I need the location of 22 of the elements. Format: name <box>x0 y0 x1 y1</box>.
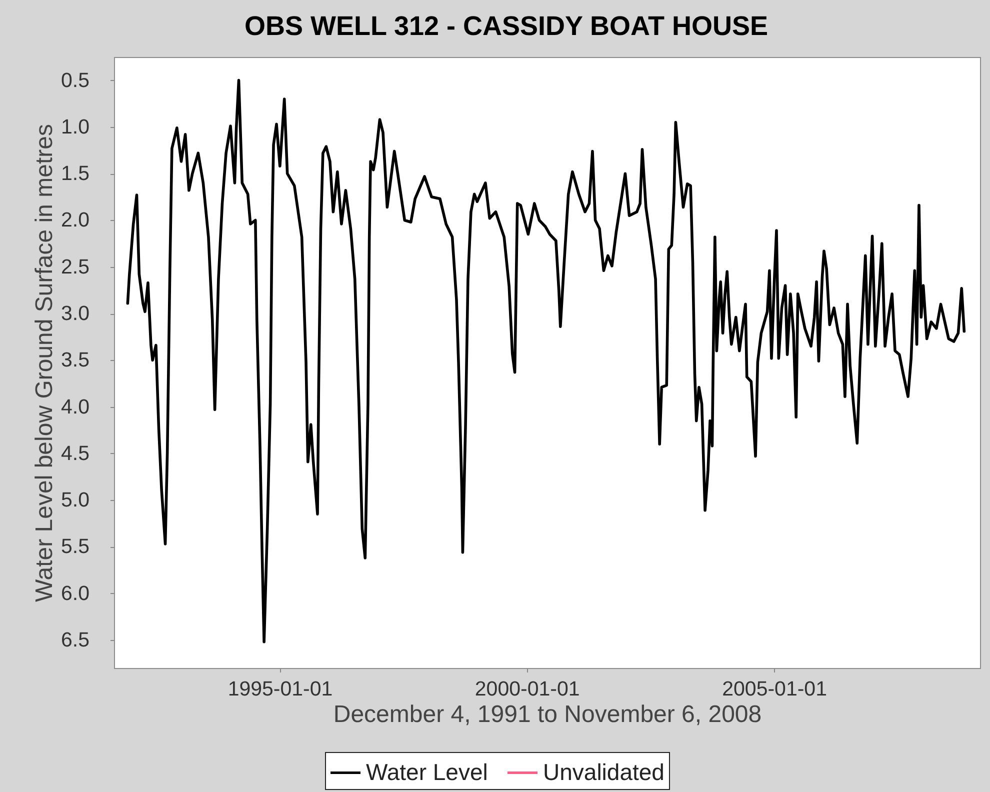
x-tick-label: 1995-01-01 <box>228 678 333 700</box>
y-tick-label: 1.5 <box>61 162 90 186</box>
y-tick-label: 2.0 <box>61 208 90 232</box>
y-tick-label: 4.5 <box>61 442 90 465</box>
legend-label: Water Level <box>366 758 488 785</box>
y-axis-title: Water Level below Ground Surface in metres <box>31 124 58 602</box>
y-tick-label: 6.0 <box>61 582 90 605</box>
chart-title: OBS WELL 312 - CASSIDY BOAT HOUSE <box>244 11 768 41</box>
y-tick-label: 3.5 <box>61 348 90 372</box>
y-tick-label: 5.0 <box>61 488 90 512</box>
y-tick-label: 1.0 <box>61 115 90 138</box>
y-tick-label: 0.5 <box>61 68 90 92</box>
y-tick-label: 2.5 <box>61 255 90 278</box>
x-axis-title: December 4, 1991 to November 6, 2008 <box>333 701 762 728</box>
y-tick-label: 6.5 <box>61 628 90 652</box>
y-tick-label: 4.0 <box>61 395 90 418</box>
x-tick-label: 2005-01-01 <box>722 678 827 700</box>
y-tick-label: 3.0 <box>61 302 90 326</box>
y-tick-label: 5.5 <box>61 535 90 558</box>
legend-label: Unvalidated <box>543 758 664 785</box>
line-series <box>126 78 966 644</box>
x-tick-label: 2000-01-01 <box>474 678 580 700</box>
